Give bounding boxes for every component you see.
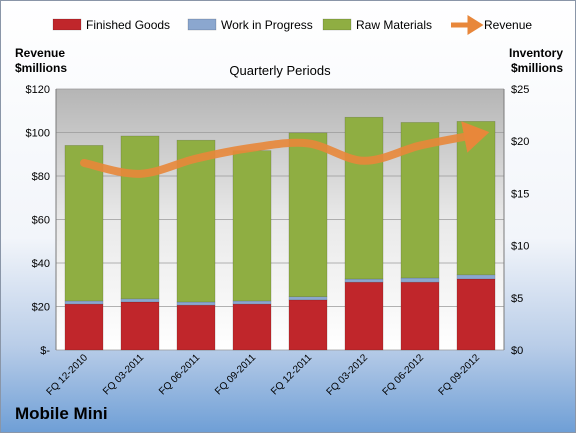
chart-subtitle: Quarterly Periods [229,63,331,78]
bar-raw-materials [120,135,160,300]
bars [64,116,496,351]
right-axis-label-line1: Inventory [509,46,563,60]
right-tick-label: $5 [511,293,523,305]
left-tick-label: $100 [26,128,50,140]
x-tick-label: FQ 06-2012 [381,352,427,398]
bar-finished-goods [64,303,104,351]
right-axis: $0 $5 $10 $15 $20 $25 [503,84,529,357]
bar-work-in-progress [176,301,216,306]
x-axis: FQ 12-2010 FQ 03-2011 FQ 06-2011 FQ 09-2011… [45,352,483,398]
bar-finished-goods [176,304,216,351]
right-tick-label: $15 [511,188,529,200]
bar-work-in-progress [120,298,160,303]
bar-raw-materials [64,145,104,302]
left-axis-label-line1: Revenue [15,46,65,60]
x-tick-label: FQ 03-2012 [325,352,371,398]
bar-raw-materials [176,139,216,303]
revenue-line-group [80,121,490,178]
bar-work-in-progress [400,277,440,283]
bar-finished-goods [232,303,272,351]
bar-raw-materials [232,150,272,302]
bar-work-in-progress [232,300,272,305]
legend-label: Finished Goods [86,18,170,32]
bar-finished-goods [120,301,160,351]
left-tick-label: $120 [26,84,50,96]
right-tick-label: $20 [511,136,529,148]
legend-label: Revenue [484,18,532,32]
left-tick-label: $- [40,345,50,357]
bar-finished-goods [344,281,384,351]
x-tick-label: FQ 06-2011 [157,352,202,397]
bar-raw-materials [288,132,328,298]
legend: Finished Goods Work in Progress Raw Materi… [52,15,532,35]
bar-finished-goods [400,281,440,351]
left-axis: $- $20 $40 $60 $80 $100 $120 [26,84,57,357]
x-tick-label: FQ 09-2011 [213,352,258,397]
legend-swatch-raw-materials [322,18,352,31]
x-tick-label: FQ 12-2010 [45,352,91,398]
legend-label: Work in Progress [221,18,313,32]
left-tick-label: $60 [32,215,50,227]
bar-work-in-progress [456,274,496,280]
bar-finished-goods [288,299,328,351]
right-tick-label: $25 [511,84,529,96]
bar-finished-goods [456,278,496,351]
left-tick-label: $40 [32,258,50,270]
left-tick-label: $20 [32,302,50,314]
brand-label: Mobile Mini [15,404,108,423]
legend-label: Raw Materials [356,18,432,32]
right-tick-label: $10 [511,241,529,253]
revenue-line [80,121,490,178]
right-axis-label-line2: $millions [511,61,563,75]
x-tick-label: FQ 12-2011 [269,352,314,397]
bar-work-in-progress [288,296,328,301]
legend-swatch-finished-goods [52,18,82,31]
x-tick-label: FQ 03-2011 [101,352,146,397]
right-tick-label: $0 [511,345,523,357]
legend-swatch-work-in-progress [187,18,217,31]
bar-raw-materials [456,121,496,276]
bar-raw-materials [344,116,384,280]
left-tick-label: $80 [32,171,50,183]
bar-work-in-progress [344,278,384,283]
x-tick-label: FQ 09-2012 [437,352,483,398]
bar-work-in-progress [64,300,104,305]
left-axis-label-line2: $millions [15,61,67,75]
